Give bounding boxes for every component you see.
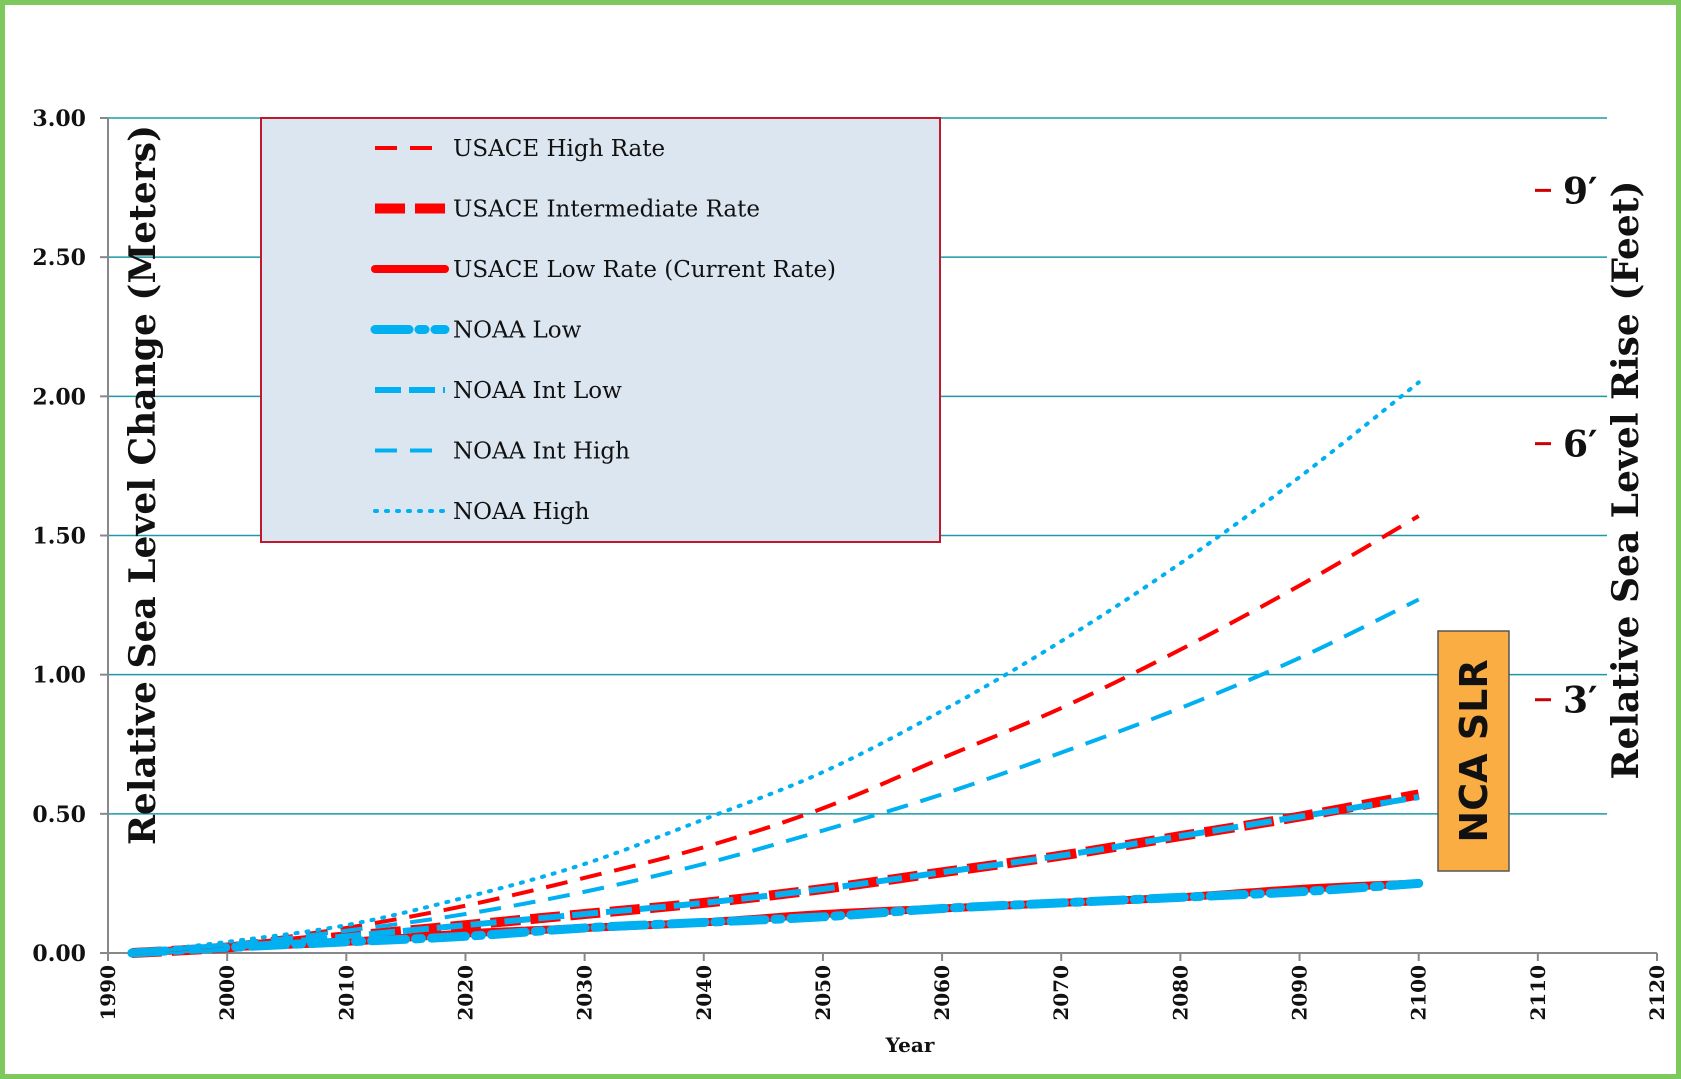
x-tick-labels: 1990 2000 2010 2020 2030 2040 2050 2060 2070 2080… <box>96 965 1669 1021</box>
legend-label-5: NOAA Int High <box>453 439 630 465</box>
sea-level-chart: 0.00 0.50 1.00 1.50 2.00 2.50 3.00 1990 2000 201… <box>32 106 1669 1057</box>
legend-label-2: USACE Low Rate (Current Rate) <box>453 257 836 283</box>
y-tick-labels: 0.00 0.50 1.00 1.50 2.00 2.50 3.00 <box>32 106 86 967</box>
x-tick-label-7: 2060 <box>930 965 954 1021</box>
x-tick-label-1: 2000 <box>215 965 239 1021</box>
feet-label-1: 6′ <box>1563 424 1598 466</box>
series-line-3 <box>127 878 1424 958</box>
nca-slr-annotation: NCA SLR <box>1437 630 1510 872</box>
x-tick-label-4: 2030 <box>573 965 597 1021</box>
y-tick-label-6: 3.00 <box>32 106 86 132</box>
x-tick-label-2: 2010 <box>334 965 358 1021</box>
legend-label-6: NOAA High <box>453 499 590 525</box>
feet-label-2: 3′ <box>1563 680 1598 722</box>
x-tick-label-0: 1990 <box>96 965 120 1021</box>
x-tick-label-12: 2110 <box>1526 965 1550 1021</box>
axes <box>100 117 1658 961</box>
y-tick-label-1: 0.50 <box>32 802 86 828</box>
series-line-6 <box>129 380 1421 955</box>
legend-box <box>260 117 941 543</box>
series-lines <box>127 380 1424 958</box>
y-tick-label-4: 2.00 <box>32 384 86 410</box>
series-line-1 <box>131 789 1420 958</box>
x-tick-label-11: 2100 <box>1407 965 1431 1021</box>
legend: USACE High Rate USACE Intermediate Rate US… <box>260 117 941 543</box>
legend-label-3: NOAA Low <box>453 318 582 344</box>
y-tick-label-0: 0.00 <box>32 941 86 967</box>
series-line-4 <box>131 794 1420 956</box>
legend-label-4: NOAA Int Low <box>453 378 622 404</box>
legend-label-0: USACE High Rate <box>453 136 665 162</box>
y2-axis-title: Relative Sea Level Rise (Feet) <box>1605 181 1647 780</box>
x-tick-label-10: 2090 <box>1288 965 1312 1021</box>
legend-label-1: USACE Intermediate Rate <box>453 197 760 223</box>
x-tick-label-9: 2080 <box>1168 965 1192 1021</box>
y-tick-label-2: 1.00 <box>32 663 86 689</box>
y-axis-title: Relative Sea Level Change (Meters) <box>122 125 164 845</box>
series-line-0 <box>131 514 1420 955</box>
x-tick-label-13: 2120 <box>1645 965 1669 1021</box>
y-tick-label-3: 1.50 <box>32 524 86 550</box>
feet-markers: 9′ 6′ 3′ <box>1535 170 1598 722</box>
x-tick-label-8: 2070 <box>1049 965 1073 1021</box>
nca-slr-label: NCA SLR <box>1452 659 1496 842</box>
y-tick-label-5: 2.50 <box>32 245 86 271</box>
feet-label-0: 9′ <box>1563 170 1598 212</box>
x-tick-label-6: 2050 <box>811 965 835 1021</box>
x-tick-label-5: 2040 <box>692 965 716 1021</box>
x-tick-label-3: 2020 <box>453 965 477 1021</box>
nca-slr-box <box>1437 630 1510 872</box>
series-line-5 <box>131 597 1420 955</box>
x-axis-title: Year <box>885 1033 935 1057</box>
